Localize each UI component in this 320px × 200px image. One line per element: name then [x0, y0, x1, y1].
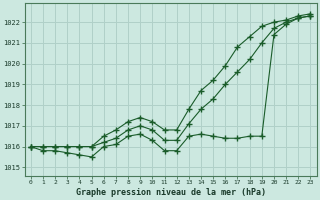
X-axis label: Graphe pression niveau de la mer (hPa): Graphe pression niveau de la mer (hPa): [76, 188, 266, 197]
